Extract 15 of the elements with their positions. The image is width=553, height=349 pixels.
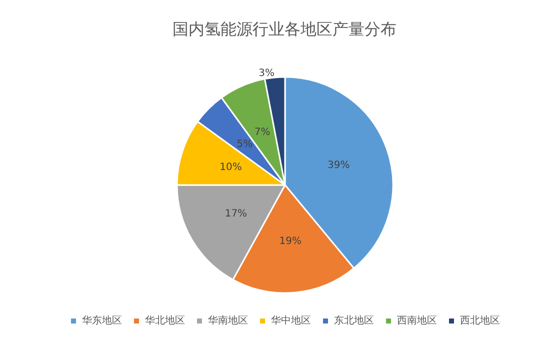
data-label: 39% (328, 160, 350, 172)
data-label: 3% (258, 68, 274, 79)
legend-label: 华中地区 (271, 314, 311, 326)
data-label: 19% (279, 236, 302, 248)
legend-label: 华南地区 (208, 314, 248, 326)
data-label: 10% (220, 162, 242, 173)
data-label: 7% (254, 127, 270, 138)
chart-title: 国内氢能源行业各地区产量分布 (172, 20, 396, 38)
legend-label: 西南地区 (397, 314, 437, 326)
legend-label: 西北地区 (460, 314, 500, 326)
data-label: 17% (224, 208, 248, 220)
legend-label: 华东地区 (82, 314, 122, 326)
legend-label: 东北地区 (334, 314, 374, 326)
data-label: 5% (236, 139, 253, 150)
legend-label: 华北地区 (145, 314, 185, 326)
